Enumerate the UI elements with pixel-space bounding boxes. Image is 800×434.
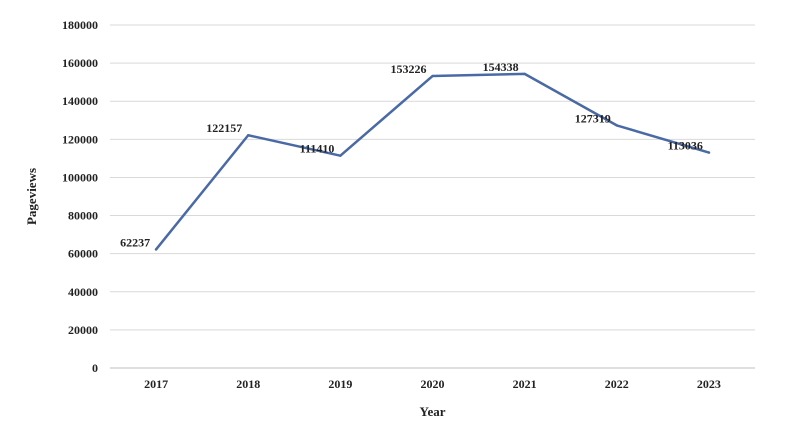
series	[154, 72, 711, 251]
data-point	[707, 151, 711, 154]
y-axis-ticks: 0 20000 40000 60000 80000 100000 120000 140000 1…	[62, 18, 98, 375]
data-label: 153226	[391, 62, 427, 76]
data-label: 154338	[483, 60, 519, 74]
data-point	[339, 154, 342, 157]
data-label: 113036	[668, 139, 703, 153]
x-tick-label: 2020	[421, 377, 445, 391]
data-point	[615, 124, 618, 127]
y-tick-label: 20000	[68, 323, 98, 337]
y-tick-label: 120000	[62, 132, 98, 146]
x-tick-label: 2019	[328, 377, 352, 391]
data-label: 127319	[575, 111, 611, 125]
x-tick-label: 2021	[513, 377, 537, 391]
y-tick-label: 160000	[62, 56, 98, 70]
data-point	[523, 72, 526, 76]
x-tick-label: 2017	[144, 377, 168, 391]
x-axis-title: Year	[420, 404, 446, 419]
gridlines	[110, 24, 755, 369]
x-tick-label: 2023	[697, 377, 721, 391]
y-tick-label: 60000	[68, 247, 98, 261]
y-axis-title: Pageviews	[24, 168, 39, 225]
data-label: 62237	[120, 235, 150, 249]
y-tick-label: 80000	[68, 209, 98, 223]
y-tick-label: 0	[92, 361, 98, 375]
y-tick-label: 100000	[62, 170, 98, 184]
x-tick-label: 2022	[605, 377, 629, 391]
y-tick-label: 180000	[62, 18, 98, 32]
data-point	[247, 134, 250, 137]
x-tick-label: 2018	[236, 377, 260, 391]
y-tick-label: 40000	[68, 285, 98, 299]
data-point	[154, 248, 158, 251]
y-tick-label: 140000	[62, 94, 98, 108]
data-point	[431, 74, 434, 78]
data-labels: 62237 122157 111410 153226 154338 127319 11303…	[120, 60, 703, 250]
data-label: 111410	[300, 142, 335, 156]
series-line	[154, 72, 711, 251]
data-label: 122157	[206, 121, 242, 135]
x-axis-ticks: 2017 2018 2019 2020 2021 2022 2023	[144, 377, 721, 391]
